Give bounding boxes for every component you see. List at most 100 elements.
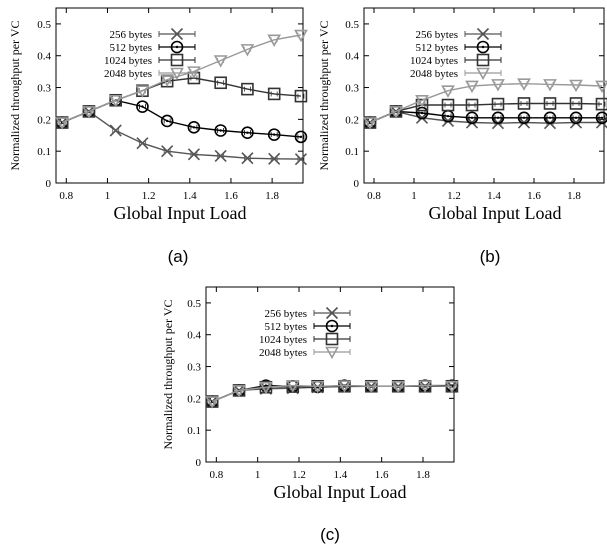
data-point — [445, 380, 459, 394]
data-point — [517, 97, 531, 110]
x-tick-label: 1 — [105, 190, 111, 202]
data-point — [491, 97, 505, 111]
legend-label: 512 bytes — [265, 321, 307, 333]
legend-label: 256 bytes — [110, 29, 152, 41]
legend-label: 1024 bytes — [259, 334, 307, 346]
data-point — [310, 380, 325, 394]
data-point — [364, 380, 379, 394]
y-tick-label: 0 — [196, 457, 202, 469]
y-tick-label: 0.2 — [187, 393, 201, 405]
data-point — [187, 66, 201, 79]
x-tick-label: 0.8 — [59, 190, 73, 202]
series-2048-bytes — [205, 380, 459, 409]
series-2048-bytes — [55, 29, 308, 130]
x-tick-label: 1.6 — [375, 469, 389, 481]
data-point — [160, 74, 175, 87]
data-point — [241, 82, 254, 96]
data-point — [241, 126, 254, 140]
y-tick-label: 0 — [354, 178, 360, 190]
legend-marker — [325, 306, 339, 320]
series-line — [369, 82, 603, 124]
x-tick-label: 1.2 — [447, 190, 461, 202]
data-point — [187, 148, 200, 161]
legend-marker — [476, 53, 490, 67]
series-line — [61, 34, 302, 124]
plot-frame — [363, 7, 605, 184]
data-point — [543, 97, 557, 110]
legend-marker — [476, 67, 490, 81]
data-point — [135, 85, 150, 98]
chart-panel-3: 0 0.1 0.2 0.3 0.4 0.5 0.8 1 1.2 1.4 1.6 1.8 Global I… — [161, 286, 459, 544]
data-point — [268, 152, 281, 165]
data-point — [465, 111, 479, 125]
data-point — [267, 128, 281, 141]
legend-marker — [325, 319, 339, 333]
y-axis-label: Normalized throughput per VC — [317, 20, 331, 170]
series-1024-bytes — [55, 71, 308, 129]
x-tick-label: 1.8 — [265, 190, 279, 202]
series-line — [61, 110, 301, 160]
data-point — [136, 100, 149, 113]
legend-label: 2048 bytes — [259, 347, 307, 359]
data-point — [415, 106, 429, 120]
series-line — [369, 110, 602, 124]
series-line — [61, 77, 301, 124]
x-tick-label: 1.6 — [527, 190, 541, 202]
data-point — [441, 85, 455, 98]
series-512-bytes — [55, 93, 308, 144]
data-point — [241, 152, 254, 165]
data-point — [415, 94, 429, 108]
x-tick-label: 1 — [255, 469, 261, 481]
data-point — [294, 153, 308, 166]
x-tick-label: 1.4 — [183, 190, 197, 202]
data-point — [569, 97, 583, 110]
data-point — [337, 380, 352, 393]
data-point — [285, 380, 300, 393]
y-tick-label: 0.5 — [345, 19, 359, 31]
y-tick-label: 0.1 — [37, 146, 51, 158]
legend-label: 2048 bytes — [410, 68, 458, 80]
legend-label: 2048 bytes — [104, 68, 152, 80]
data-point — [187, 121, 201, 134]
x-tick-label: 1 — [411, 190, 417, 202]
y-tick-label: 0.4 — [187, 330, 201, 342]
series-1024-bytes — [363, 97, 607, 129]
data-point — [267, 87, 281, 101]
panel-caption: (b) — [480, 247, 501, 266]
data-point — [294, 130, 308, 144]
series-line — [369, 102, 603, 124]
data-point — [595, 111, 607, 125]
data-point — [136, 137, 149, 150]
data-point — [213, 55, 228, 68]
x-axis-label: Global Input Load — [429, 203, 562, 223]
data-point — [415, 98, 429, 112]
y-tick-label: 0.3 — [37, 83, 51, 95]
series-line — [369, 110, 602, 124]
x-tick-label: 1.6 — [224, 190, 238, 202]
data-point — [389, 106, 403, 119]
data-point — [214, 124, 227, 137]
data-point — [465, 80, 479, 94]
x-tick-label: 1.4 — [333, 469, 347, 481]
y-axis-label: Normalized throughput per VC — [161, 299, 175, 449]
data-point — [391, 380, 406, 394]
legend-label: 1024 bytes — [104, 55, 152, 67]
data-point — [441, 98, 455, 112]
y-axis-label: Normalized throughput per VC — [8, 20, 22, 170]
data-point — [595, 97, 607, 111]
legend-label: 512 bytes — [416, 42, 458, 54]
y-tick-label: 0.1 — [345, 146, 359, 158]
plot-frame — [205, 286, 455, 463]
data-point — [517, 78, 531, 91]
data-point — [240, 44, 255, 57]
y-tick-label: 0.4 — [37, 51, 51, 63]
legend-label: 1024 bytes — [410, 55, 458, 67]
y-tick-label: 0.3 — [345, 83, 359, 95]
legend-marker — [170, 67, 184, 81]
data-point — [363, 117, 377, 130]
y-tick-label: 0.5 — [37, 19, 51, 31]
x-tick-label: 1.4 — [487, 190, 501, 202]
data-point — [108, 94, 123, 108]
legend-marker — [476, 27, 490, 41]
data-point — [294, 89, 308, 103]
